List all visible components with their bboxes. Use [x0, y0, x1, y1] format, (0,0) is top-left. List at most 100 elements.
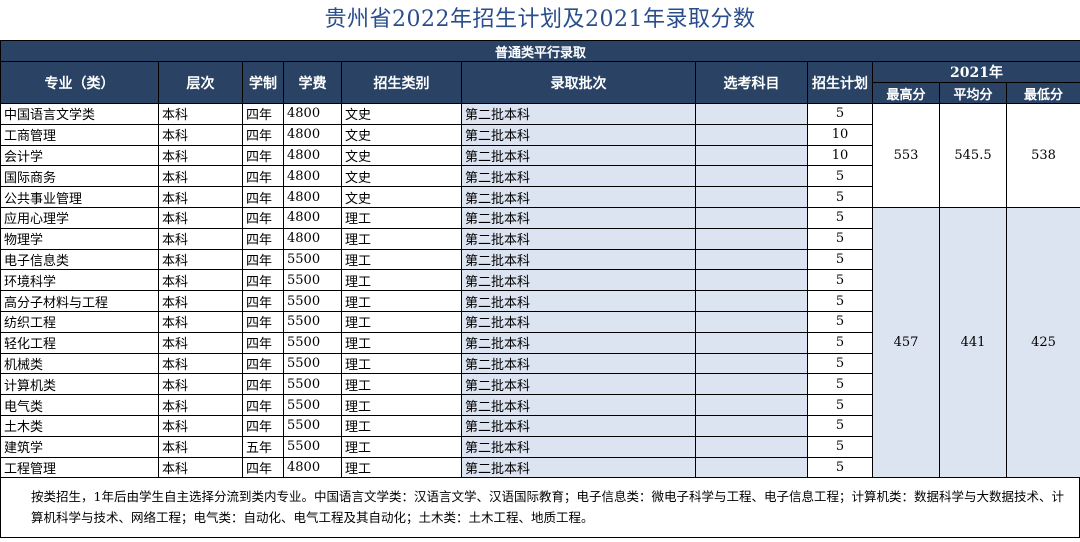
- table-row: 会计学 本科 四年 4800 文史 第二批本科 10: [0, 144, 1080, 167]
- score-max-cell: 457: [872, 206, 940, 479]
- duration-cell: 四年: [242, 331, 284, 354]
- subjects-cell: [695, 290, 808, 312]
- quota-cell: 5: [807, 186, 873, 208]
- category-cell: 文史: [341, 144, 462, 167]
- category-cell: 理工: [341, 269, 462, 292]
- level-cell: 本科: [158, 352, 243, 375]
- major-cell: 电气类: [0, 394, 159, 416]
- batch-cell: 第二批本科: [461, 206, 696, 229]
- category-cell: 理工: [341, 373, 462, 396]
- category-cell: 理工: [341, 310, 462, 333]
- duration-cell: 四年: [242, 352, 284, 375]
- subjects-cell: [695, 331, 808, 354]
- score-avg-cell: 545.5: [939, 103, 1007, 208]
- category-cell: 文史: [341, 123, 462, 146]
- batch-cell: 第二批本科: [461, 269, 696, 292]
- level-cell: 本科: [158, 227, 243, 250]
- major-cell: 应用心理学: [0, 206, 159, 229]
- tuition-cell: 5500: [283, 310, 342, 333]
- level-cell: 本科: [158, 373, 243, 396]
- category-cell: 理工: [341, 456, 462, 479]
- table-row: 环境科学 本科 四年 5500 理工 第二批本科 5: [0, 269, 1080, 292]
- col-header-duration: 学制: [242, 61, 284, 104]
- category-cell: 文史: [341, 103, 462, 125]
- level-cell: 本科: [158, 435, 243, 458]
- table-row: 机械类 本科 四年 5500 理工 第二批本科 5: [0, 352, 1080, 375]
- subjects-cell: [695, 227, 808, 250]
- subjects-cell: [695, 373, 808, 396]
- col-header-batch: 录取批次: [461, 61, 696, 104]
- level-cell: 本科: [158, 414, 243, 437]
- duration-cell: 四年: [242, 206, 284, 229]
- duration-cell: 四年: [242, 165, 284, 188]
- score-max-cell: 553: [872, 103, 940, 208]
- batch-cell: 第二批本科: [461, 310, 696, 333]
- duration-cell: 四年: [242, 373, 284, 396]
- tuition-cell: 5500: [283, 290, 342, 312]
- duration-cell: 四年: [242, 290, 284, 312]
- tuition-cell: 5500: [283, 394, 342, 416]
- duration-cell: 四年: [242, 310, 284, 333]
- duration-cell: 四年: [242, 456, 284, 479]
- batch-cell: 第二批本科: [461, 352, 696, 375]
- duration-cell: 五年: [242, 435, 284, 458]
- duration-cell: 四年: [242, 248, 284, 271]
- batch-cell: 第二批本科: [461, 248, 696, 271]
- quota-cell: 10: [807, 123, 873, 146]
- tuition-cell: 5500: [283, 352, 342, 375]
- table-row: 纺织工程 本科 四年 5500 理工 第二批本科 5: [0, 310, 1080, 333]
- quota-cell: 5: [807, 435, 873, 458]
- subjects-cell: [695, 269, 808, 292]
- level-cell: 本科: [158, 248, 243, 271]
- quota-cell: 5: [807, 206, 873, 229]
- col-header-category: 招生类别: [341, 61, 462, 104]
- page-title: 贵州省2022年招生计划及2021年录取分数: [324, 7, 756, 32]
- level-cell: 本科: [158, 456, 243, 479]
- col-header-max: 最高分: [872, 82, 940, 104]
- major-cell: 物理学: [0, 227, 159, 250]
- subjects-cell: [695, 186, 808, 208]
- level-cell: 本科: [158, 206, 243, 229]
- category-cell: 文史: [341, 165, 462, 188]
- level-cell: 本科: [158, 165, 243, 188]
- major-cell: 高分子材料与工程: [0, 290, 159, 312]
- major-cell: 工程管理: [0, 456, 159, 479]
- duration-cell: 四年: [242, 144, 284, 167]
- batch-cell: 第二批本科: [461, 456, 696, 479]
- major-cell: 国际商务: [0, 165, 159, 188]
- major-cell: 中国语言文学类: [0, 103, 159, 125]
- table-row: 工商管理 本科 四年 4800 文史 第二批本科 10: [0, 123, 1080, 146]
- table-row: 中国语言文学类 本科 四年 4800 文史 第二批本科 5 553 545.5 538: [0, 103, 1080, 208]
- tuition-cell: 4800: [283, 165, 342, 188]
- major-cell: 电子信息类: [0, 248, 159, 271]
- score-min-cell: 538: [1005, 103, 1080, 208]
- batch-cell: 第二批本科: [461, 144, 696, 167]
- level-cell: 本科: [158, 186, 243, 208]
- category-cell: 理工: [341, 248, 462, 271]
- quota-cell: 5: [807, 248, 873, 271]
- batch-cell: 第二批本科: [461, 414, 696, 437]
- batch-cell: 第二批本科: [461, 394, 696, 416]
- col-header-tuition: 学费: [283, 61, 342, 104]
- duration-cell: 四年: [242, 269, 284, 292]
- col-header-level: 层次: [158, 61, 243, 104]
- table-row: 高分子材料与工程 本科 四年 5500 理工 第二批本科 5: [0, 290, 1080, 312]
- score-min-cell: 425: [1005, 206, 1080, 479]
- quota-cell: 10: [807, 144, 873, 167]
- subjects-cell: [695, 123, 808, 146]
- subjects-cell: [695, 165, 808, 188]
- col-header-min: 最低分: [1005, 82, 1080, 104]
- batch-cell: 第二批本科: [461, 103, 696, 125]
- section-banner: 普通类平行录取: [0, 40, 1080, 62]
- score-avg-cell: 441: [939, 206, 1007, 479]
- quota-cell: 5: [807, 165, 873, 188]
- table-row: 应用心理学 本科 四年 4800 理工 第二批本科 5 457 441 425: [0, 206, 1080, 479]
- table-row: 公共事业管理 本科 四年 4800 文史 第二批本科 5: [0, 186, 1080, 208]
- subjects-cell: [695, 103, 808, 125]
- batch-cell: 第二批本科: [461, 123, 696, 146]
- table-row: 建筑学 本科 五年 5500 理工 第二批本科 5: [0, 435, 1080, 458]
- tuition-cell: 5500: [283, 331, 342, 354]
- tuition-cell: 4800: [283, 144, 342, 167]
- quota-cell: 5: [807, 414, 873, 437]
- category-cell: 理工: [341, 352, 462, 375]
